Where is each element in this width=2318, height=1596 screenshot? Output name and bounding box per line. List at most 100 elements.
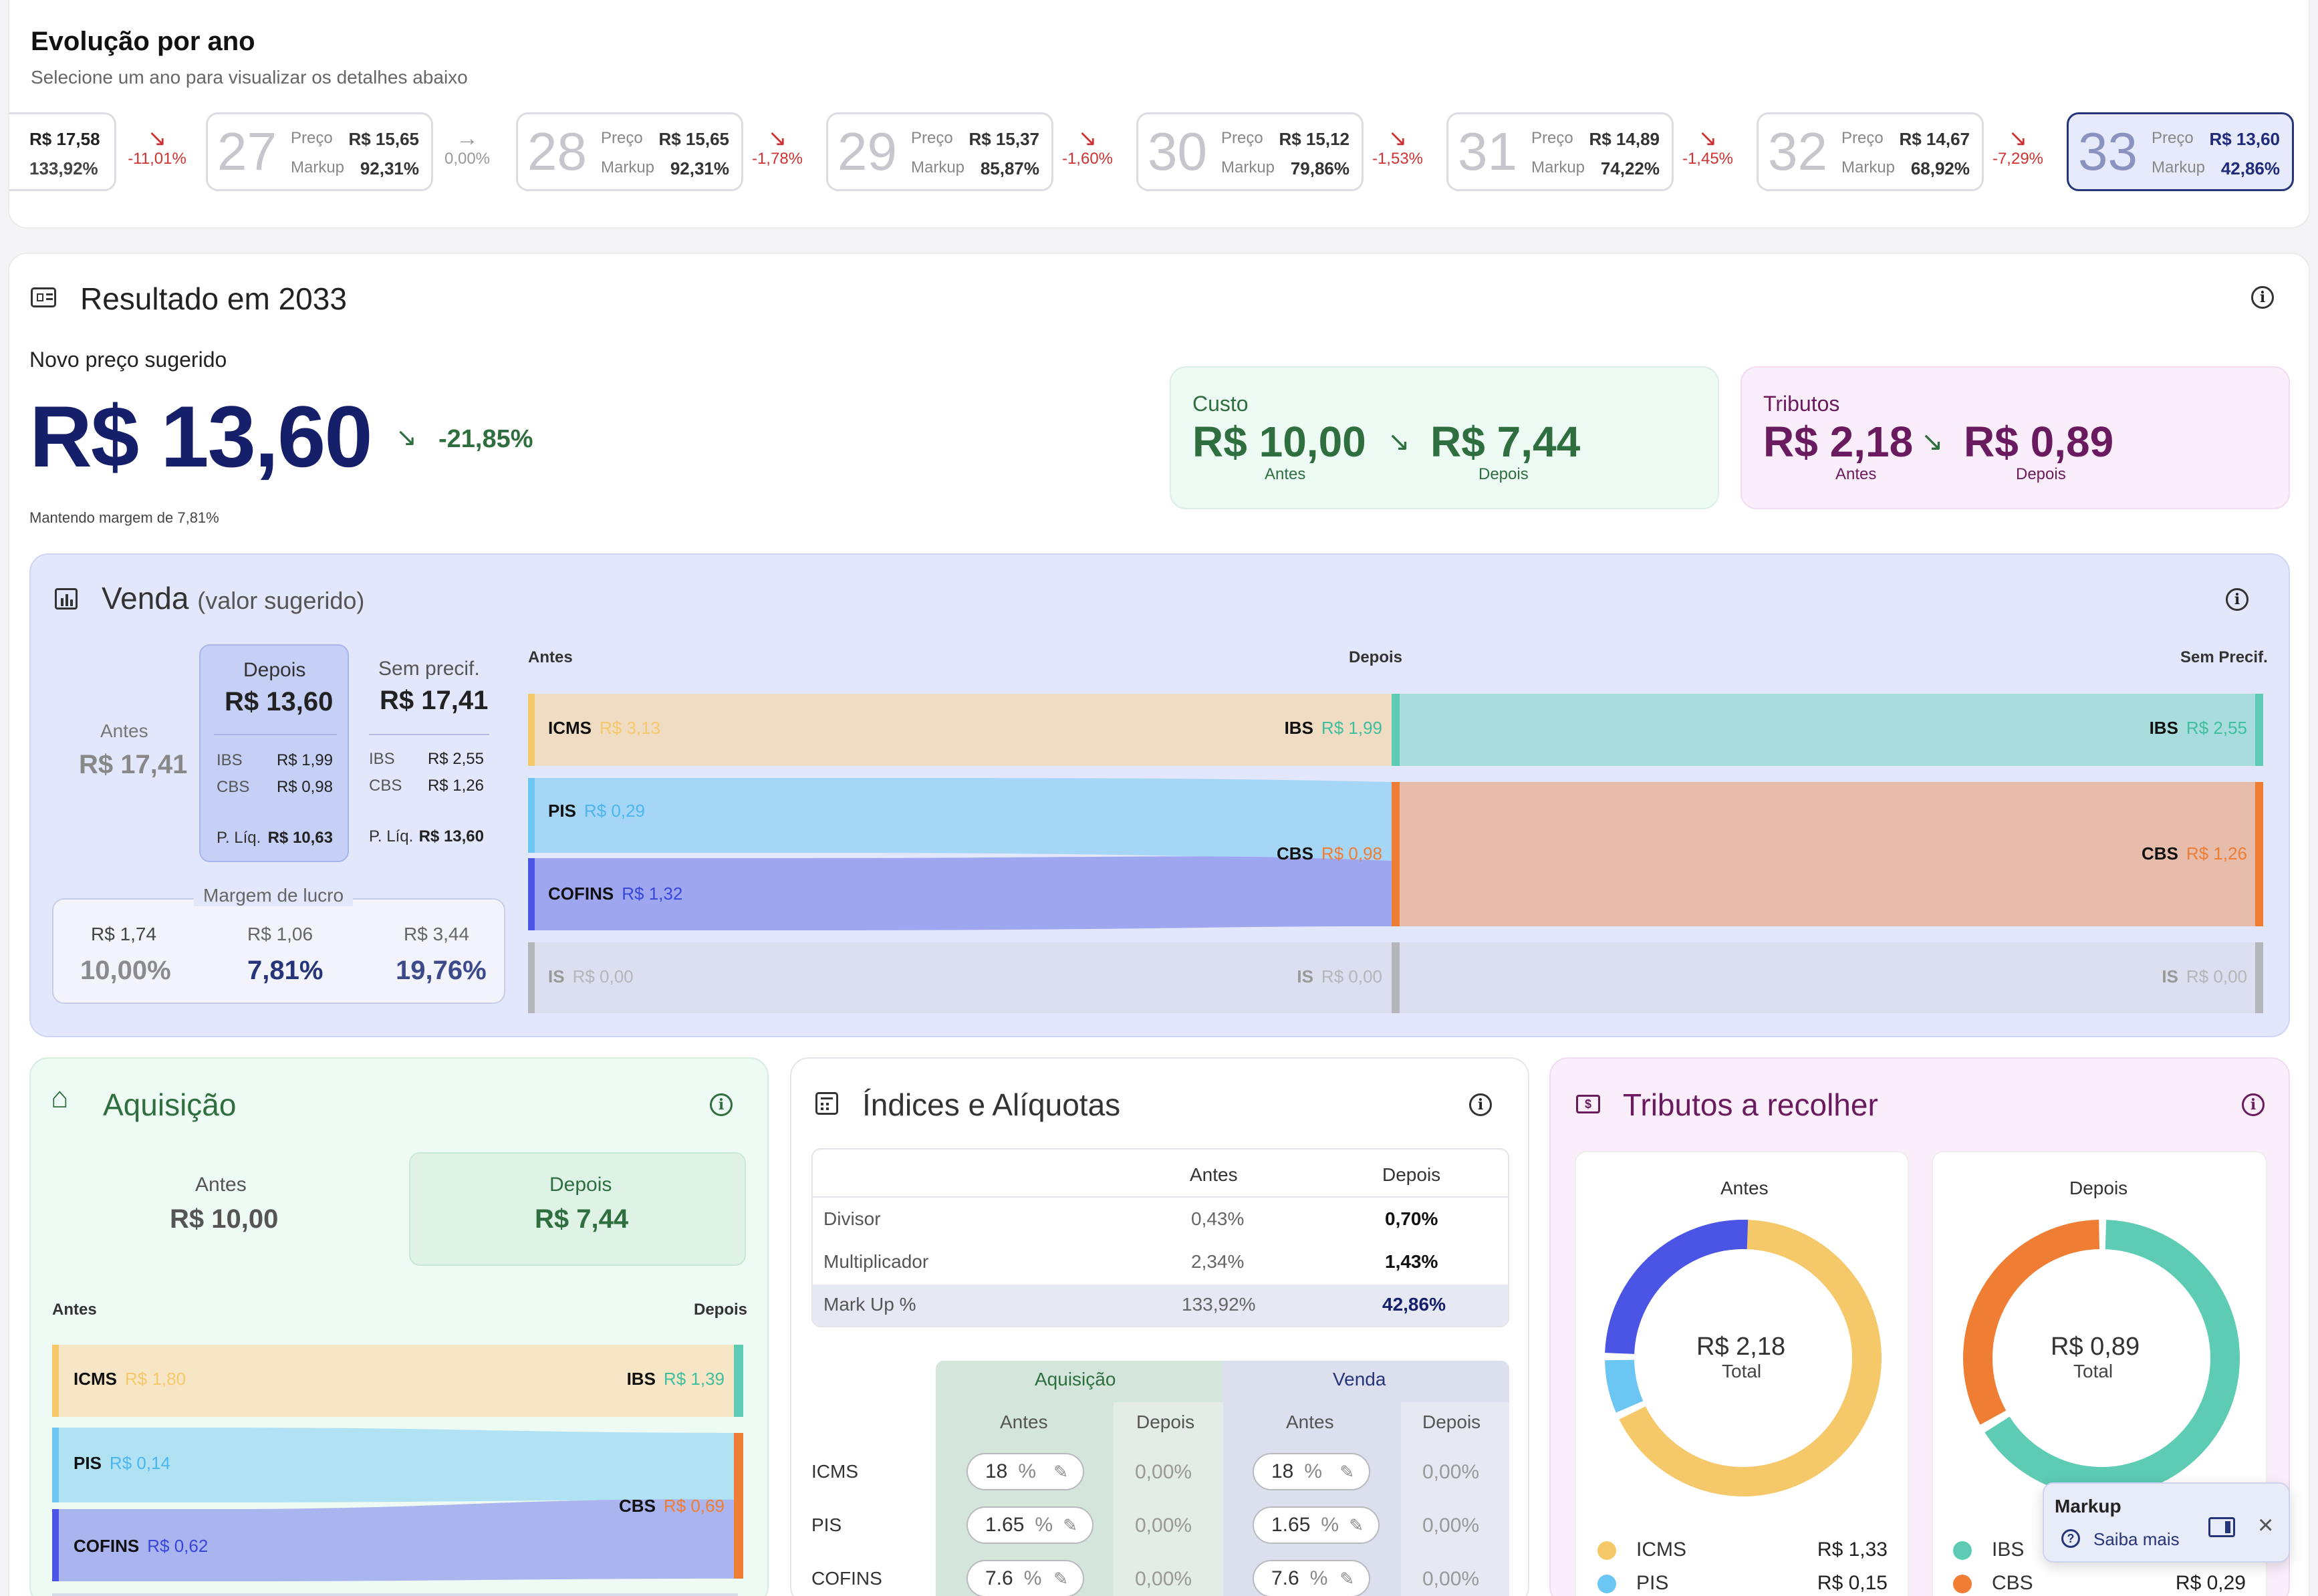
venda-sem-box[interactable]: Sem precif. R$ 17,41 IBS R$ 2,55 CBS R$ … — [369, 658, 489, 845]
year-card-28[interactable]: 28 Preço R$ 15,65 Markup 92,31% — [516, 112, 743, 191]
index-row: Divisor — [823, 1208, 881, 1229]
label-cbs-sem: CBS R$ 1,26 — [2142, 843, 2247, 863]
index-row: Multiplicador — [823, 1251, 929, 1272]
arrow-right-icon: → — [456, 126, 479, 151]
indices-panel: Índices e Alíquotas i Antes Depois Divis… — [790, 1057, 1529, 1596]
year-delta: ↘ -1,78% — [741, 127, 814, 168]
aliq-row-label: PIS — [811, 1514, 842, 1535]
legend-dot — [1953, 1541, 1972, 1560]
aquisicao-info-icon[interactable]: i — [710, 1093, 733, 1116]
node-ibs-depois[interactable] — [1392, 694, 1400, 766]
trend-down-icon: ↘ — [2008, 126, 2028, 151]
taxes-after: R$ 0,89 — [1964, 418, 2114, 466]
label-ibs-depois: IBS R$ 1,99 — [1284, 718, 1382, 738]
node-ibs[interactable] — [734, 1345, 743, 1417]
year-card-32[interactable]: 32 Preço R$ 14,67 Markup 68,92% — [1757, 112, 1984, 191]
suggested-price: R$ 13,60 — [29, 388, 373, 485]
bar-chart-icon — [55, 588, 78, 610]
label-icms: ICMS R$ 1,80 — [74, 1369, 186, 1389]
node-ibs-sem[interactable] — [2255, 694, 2263, 766]
node-is-depois[interactable] — [1392, 942, 1400, 1013]
trend-down-icon: ↘ — [1921, 427, 1944, 456]
tributos-title: Tributos a recolher — [1623, 1087, 1878, 1122]
node-icms[interactable] — [52, 1345, 59, 1417]
donut-antes — [1605, 1220, 1882, 1496]
node-cofins[interactable] — [52, 1509, 59, 1581]
markup-toast: Markup ? Saiba mais × — [2043, 1482, 2290, 1563]
year-delta: ↘ -11,01% — [120, 127, 194, 168]
node-cbs-depois[interactable] — [1392, 782, 1400, 926]
venda-info-icon[interactable]: i — [2226, 588, 2248, 611]
node-is-sem[interactable] — [2255, 942, 2263, 1013]
trend-down-icon: ↘ — [1077, 126, 1098, 151]
margin-item: R$ 1,74 — [91, 924, 157, 944]
margin-box: R$ 1,74 10,00% R$ 1,06 7,81% R$ 3,44 19,… — [52, 898, 505, 1004]
year-card-31[interactable]: 31 Preço R$ 14,89 Markup 74,22% — [1446, 112, 1674, 191]
indices-info-icon[interactable]: i — [1469, 1093, 1492, 1116]
aliq-venda-input[interactable]: 7.6% ✎ — [1253, 1560, 1370, 1596]
indices-title: Índices e Alíquotas — [862, 1087, 1121, 1122]
label-pis: PIS R$ 0,29 — [548, 801, 645, 821]
evolution-title: Evolução por ano — [31, 27, 255, 56]
result-info-icon[interactable]: i — [2251, 286, 2274, 309]
aliq-venda-input[interactable]: 18% ✎ — [1253, 1453, 1370, 1490]
house-icon: ⌂ — [51, 1081, 69, 1114]
aquisicao-depois-box[interactable]: Depois R$ 7,44 — [409, 1152, 746, 1266]
indices-table: Antes Depois Divisor 0,43% 0,70% Multipl… — [811, 1148, 1509, 1327]
receipt-icon — [31, 287, 56, 307]
label-cbs: CBS R$ 0,69 — [619, 1496, 725, 1516]
total-depois: R$ 0,89 — [2051, 1333, 2140, 1361]
venda-antes-value: R$ 17,41 — [79, 750, 188, 779]
legend-item: IBS — [1992, 1539, 2025, 1561]
pencil-icon[interactable]: ✎ — [1349, 1515, 1364, 1535]
year-card-30[interactable]: 30 Preço R$ 15,12 Markup 79,86% — [1136, 112, 1364, 191]
margin-note: Mantendo margem de 7,81% — [29, 509, 219, 526]
trend-down-icon: ↘ — [767, 126, 787, 151]
margin-title: Margem de lucro — [194, 885, 354, 906]
panel-icon[interactable] — [2208, 1517, 2235, 1537]
legend-dot — [1597, 1575, 1616, 1593]
saiba-mais-link[interactable]: Saiba mais — [2093, 1529, 2180, 1549]
year-card-33[interactable]: 33 Preço R$ 13,60 Markup 42,86% — [2067, 112, 2294, 191]
trend-down-icon: ↘ — [396, 424, 417, 452]
year-card-26[interactable]: R$ 17,58 133,92% — [9, 112, 116, 191]
close-icon[interactable]: × — [2258, 1510, 2274, 1540]
pencil-icon[interactable]: ✎ — [1053, 1462, 1068, 1482]
calculator-icon — [815, 1092, 838, 1115]
node-cofins[interactable] — [528, 858, 535, 930]
year-card-29[interactable]: 29 Preço R$ 15,37 Markup 85,87% — [826, 112, 1053, 191]
pencil-icon[interactable]: ✎ — [1063, 1515, 1077, 1535]
tributos-info-icon[interactable]: i — [2242, 1093, 2265, 1116]
pencil-icon[interactable]: ✎ — [1339, 1462, 1354, 1482]
node-cbs-sem[interactable] — [2255, 782, 2263, 926]
aquisicao-sankey-flows — [52, 1345, 738, 1596]
pencil-icon[interactable]: ✎ — [1053, 1569, 1068, 1589]
aliq-aq-input[interactable]: 7.6% ✎ — [967, 1560, 1084, 1596]
aquisicao-panel: ⌂ Aquisição i Antes R$ 10,00 Depois R$ 7… — [29, 1057, 769, 1596]
label-icms: ICMS R$ 3,13 — [548, 718, 661, 738]
node-pis[interactable] — [528, 778, 535, 853]
label-pis: PIS R$ 0,14 — [74, 1453, 170, 1473]
evolution-subtitle: Selecione um ano para visualizar os deta… — [31, 67, 468, 88]
node-cbs[interactable] — [734, 1433, 743, 1579]
suggested-label: Novo preço sugerido — [29, 348, 227, 372]
cost-box: Custo R$ 10,00 ↘ R$ 7,44 Antes Depois — [1170, 366, 1719, 509]
trend-down-icon: ↘ — [147, 126, 167, 151]
node-is[interactable] — [528, 942, 535, 1013]
aliq-aq-input[interactable]: 1.65% ✎ — [967, 1506, 1093, 1544]
label-is-depois: IS R$ 0,00 — [1297, 966, 1382, 986]
trend-down-icon: ↘ — [1388, 427, 1410, 456]
taxes-box: Tributos R$ 2,18 ↘ R$ 0,89 Antes Depois — [1741, 366, 2290, 509]
label-cofins: COFINS R$ 1,32 — [548, 884, 683, 904]
aliq-venda-input[interactable]: 1.65% ✎ — [1253, 1506, 1380, 1544]
node-pis[interactable] — [52, 1428, 59, 1502]
result-title: Resultado em 2033 — [80, 281, 347, 316]
aliq-row-label: ICMS — [811, 1461, 858, 1482]
margin-item: R$ 3,44 — [404, 924, 470, 944]
node-icms[interactable] — [528, 694, 535, 766]
pencil-icon[interactable]: ✎ — [1339, 1569, 1354, 1589]
venda-depois-box[interactable]: Depois R$ 13,60 IBS R$ 1,99 CBS R$ 0,98 … — [199, 644, 349, 862]
year-card-27[interactable]: 27 Preço R$ 15,65 Markup 92,31% — [206, 112, 433, 191]
trend-down-icon: ↘ — [1698, 126, 1718, 151]
aliq-aq-input[interactable]: 18% ✎ — [967, 1453, 1084, 1490]
